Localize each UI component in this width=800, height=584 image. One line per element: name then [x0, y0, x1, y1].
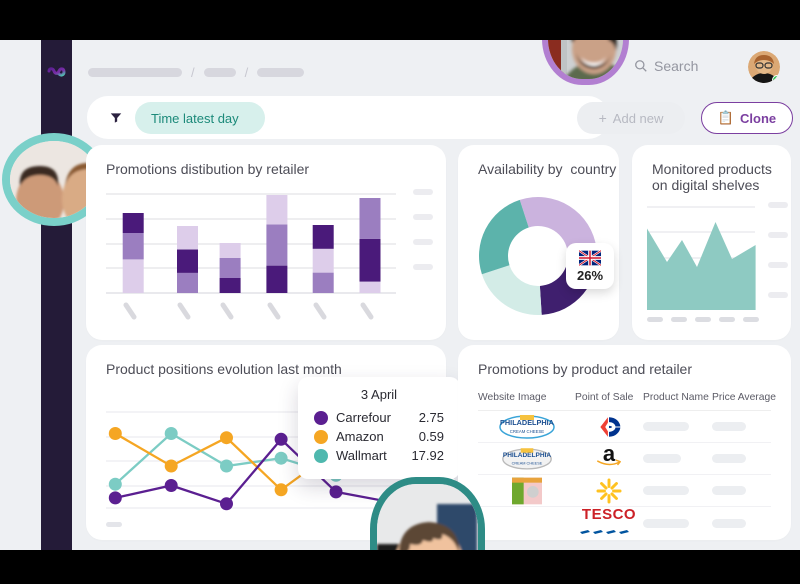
- svg-text:CREAM CHEESE: CREAM CHEESE: [511, 461, 542, 465]
- svg-text:PHILADELPHIA: PHILADELPHIA: [502, 452, 551, 459]
- svg-text:CREAM CHEESE: CREAM CHEESE: [509, 429, 544, 434]
